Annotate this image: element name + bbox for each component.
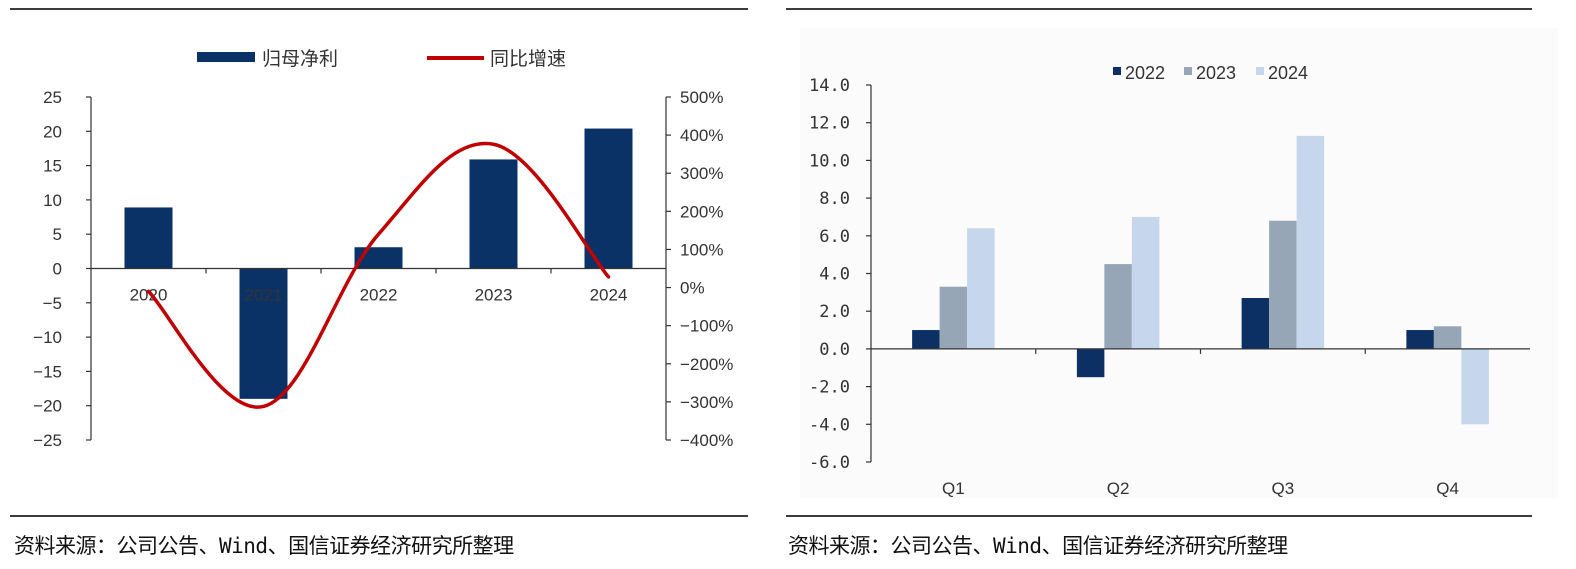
source-note: 资料来源：公司公告、Wind、国信证券经济研究所整理 (14, 534, 514, 558)
y-tick-label-left: −20 (33, 397, 62, 416)
y-tick-label: 4.0 (819, 265, 850, 285)
y-tick-label-right: −400% (680, 431, 733, 450)
y-tick-label: 2.0 (819, 302, 850, 322)
top-rule (10, 8, 748, 10)
x-tick-label: 2021 (245, 286, 283, 305)
legend-bar-swatch (197, 52, 255, 62)
legend-label: 同比增速 (490, 48, 566, 70)
bar-2022-Q4 (1406, 330, 1434, 349)
x-tick-label: Q3 (1272, 479, 1295, 498)
y-tick-label-right: 300% (680, 164, 723, 183)
y-tick-label-right: −200% (680, 355, 733, 374)
y-tick-label-right: 400% (680, 126, 723, 145)
right-panel: 2022 2023 2024 14.0 12.0 10.0 8.0 6.0 4.0 2.0 0.0 -… (780, 0, 1576, 569)
y-tick-label-left: 10 (43, 191, 62, 210)
y-tick-label: 8.0 (819, 189, 850, 209)
x-tick-label: Q4 (1436, 479, 1459, 498)
y-tick-label-right: −100% (680, 317, 733, 336)
y-tick-label: 12.0 (809, 114, 850, 134)
y-tick-label-left: 20 (43, 122, 62, 141)
y-tick-label: 14.0 (809, 76, 850, 96)
legend-swatch-2023 (1184, 67, 1192, 75)
bar-2022-Q1 (912, 330, 940, 349)
bar-2023 (469, 159, 518, 269)
y-tick-label-right: 100% (680, 240, 723, 259)
y-tick-label-left: −15 (33, 362, 62, 381)
y-tick-label-left: 25 (43, 88, 62, 107)
x-tick-label: 2023 (475, 286, 513, 305)
bar-2022-Q3 (1241, 298, 1270, 349)
y-tick-label-left: −10 (33, 328, 62, 347)
y-tick-label-left: 5 (53, 225, 62, 244)
y-tick-label: -2.0 (809, 378, 850, 398)
bar-2023-Q3 (1269, 220, 1297, 349)
bottom-rule (786, 515, 1532, 517)
y-tick-label-left: 15 (43, 157, 62, 176)
bottom-rule (10, 515, 748, 517)
bar-2024 (584, 128, 633, 269)
plot-background (800, 28, 1558, 498)
y-tick-label: -6.0 (809, 453, 850, 473)
legend-label: 2022 (1125, 63, 1165, 83)
legend-label: 2024 (1268, 63, 1308, 83)
quarterly-profit-chart: 2022 2023 2024 14.0 12.0 10.0 8.0 6.0 4.0 2.0 0.0 -… (800, 28, 1558, 498)
y-tick-label: 0.0 (819, 340, 850, 360)
legend-label: 归母净利 (262, 48, 338, 70)
x-tick-label: 2022 (360, 286, 398, 305)
bar-2024-Q2 (1131, 216, 1160, 349)
x-tick-label: 2020 (130, 286, 168, 305)
bar-2022-Q2 (1076, 348, 1105, 378)
top-rule (786, 8, 1532, 10)
bar-2021 (239, 268, 288, 399)
y-tick-label-left: −25 (33, 431, 62, 450)
x-tick-label: Q1 (942, 479, 965, 498)
bar-2023-Q1 (939, 286, 968, 349)
bar-2024-Q4 (1461, 348, 1489, 425)
y-tick-label: 10.0 (809, 151, 850, 171)
bar-2024-Q3 (1296, 135, 1325, 349)
growth-rate-line (146, 141, 611, 409)
y-tick-label-right: 200% (680, 202, 723, 221)
bar-2023-Q4 (1433, 326, 1462, 349)
legend-swatch-2022 (1113, 67, 1121, 75)
source-note: 资料来源：公司公告、Wind、国信证券经济研究所整理 (788, 534, 1288, 558)
y-tick-label: 6.0 (819, 227, 850, 247)
left-panel: 归母净利 同比增速 25 20 15 10 5 0 −5 −10 −15 −20 −25 500% 400%… (0, 0, 780, 569)
bar-2023-Q2 (1104, 264, 1132, 349)
legend-label: 2023 (1196, 63, 1236, 83)
y-tick-label-right: 0% (680, 279, 705, 298)
bar-2024-Q1 (967, 228, 995, 349)
net-profit-chart: 归母净利 同比增速 25 20 15 10 5 0 −5 −10 −15 −20 −25 500% 400%… (33, 48, 733, 450)
y-tick-label-left: −5 (43, 294, 62, 313)
y-tick-label-left: 0 (53, 260, 62, 279)
y-tick-label: -4.0 (809, 415, 850, 435)
x-tick-label: Q2 (1107, 479, 1130, 498)
legend-swatch-2024 (1256, 67, 1264, 75)
y-tick-label-right: −300% (680, 393, 733, 412)
x-tick-label: 2024 (590, 286, 628, 305)
y-tick-label-right: 500% (680, 88, 723, 107)
bar-2020 (124, 207, 173, 269)
